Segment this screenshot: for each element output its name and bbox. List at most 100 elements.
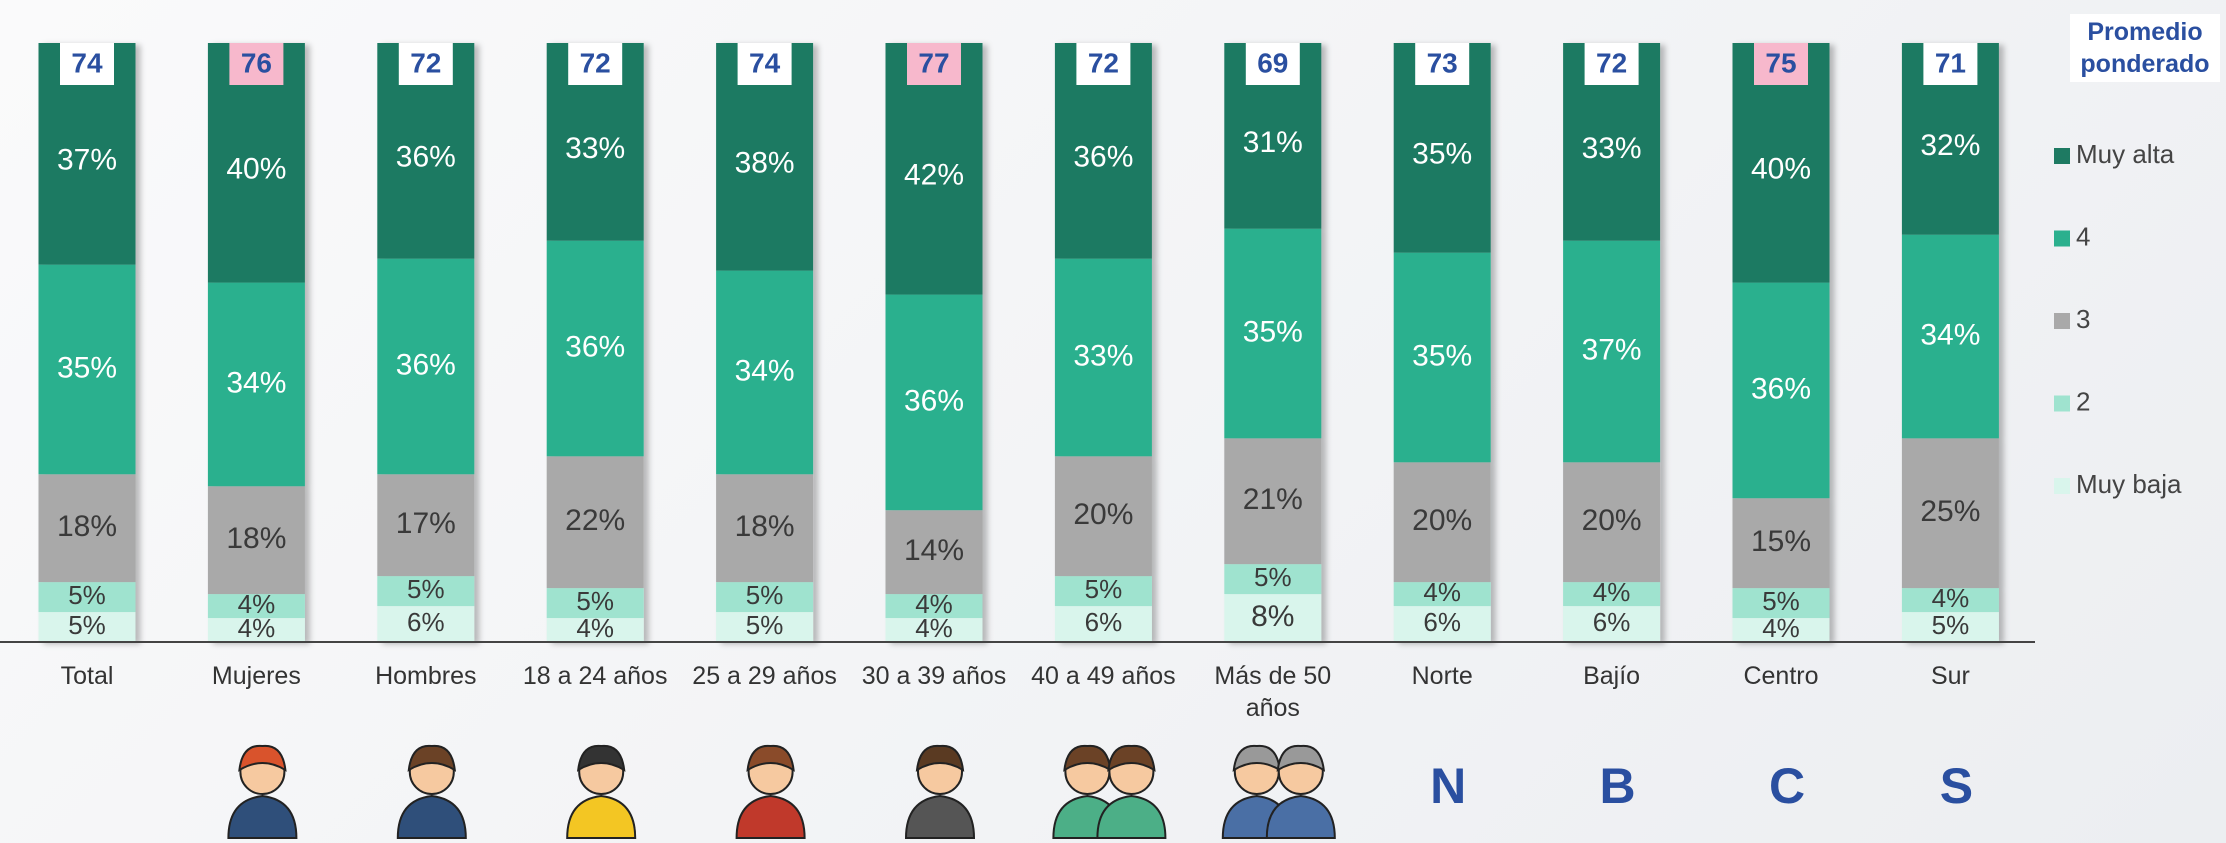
data-label: 18%	[735, 510, 795, 543]
average-value: 71	[1935, 47, 1966, 78]
data-label: 25%	[1920, 495, 1980, 528]
icon-body	[228, 796, 296, 838]
legend-label: Muy alta	[2076, 139, 2175, 169]
average-title: Promedio ponderado	[2070, 14, 2220, 82]
legend-label: Muy baja	[2076, 469, 2182, 499]
legend-swatch	[2054, 478, 2070, 494]
data-label: 8%	[1251, 600, 1294, 633]
person-icon	[906, 746, 974, 838]
average-value: 74	[71, 47, 103, 78]
region-letter: B	[1600, 758, 1636, 814]
legend-label: 4	[2076, 221, 2090, 251]
average-value: 72	[580, 47, 611, 78]
legend-swatch	[2054, 231, 2070, 247]
icon-body	[398, 796, 466, 838]
page: 5%5%18%35%37%744%4%18%34%40%766%5%17%36%…	[0, 0, 2226, 843]
chart: 5%5%18%35%37%744%4%18%34%40%766%5%17%36%…	[0, 0, 2226, 843]
legend-label: 3	[2076, 304, 2090, 334]
data-label: 34%	[1920, 318, 1980, 351]
x-tick-label: 40 a 49 años	[1019, 660, 1187, 692]
average-value: 75	[1765, 47, 1796, 78]
x-tick-label: Bajío	[1528, 660, 1696, 692]
data-label: 6%	[407, 607, 445, 637]
data-label: 5%	[1254, 562, 1292, 592]
x-tick-label: Más de 50 años	[1189, 660, 1357, 724]
data-label: 22%	[565, 504, 625, 537]
data-label: 36%	[1073, 141, 1133, 174]
average-value: 69	[1257, 47, 1288, 78]
data-label: 5%	[746, 580, 784, 610]
data-label: 4%	[1762, 613, 1800, 643]
region-letter: S	[1940, 758, 1973, 814]
average-value: 77	[918, 47, 949, 78]
data-label: 33%	[565, 132, 625, 165]
x-tick-label: Mujeres	[172, 660, 340, 692]
x-tick-label: 18 a 24 años	[511, 660, 679, 692]
data-label: 4%	[238, 589, 276, 619]
x-tick-label: Hombres	[342, 660, 510, 692]
average-value: 76	[241, 47, 272, 78]
average-value: 72	[1596, 47, 1627, 78]
data-label: 21%	[1243, 483, 1303, 516]
data-label: 35%	[57, 351, 117, 384]
data-label: 5%	[576, 586, 614, 616]
data-label: 31%	[1243, 126, 1303, 159]
data-label: 4%	[1423, 577, 1461, 607]
data-label: 36%	[904, 384, 964, 417]
data-label: 18%	[57, 510, 117, 543]
bar-stack	[39, 43, 136, 642]
data-label: 36%	[396, 141, 456, 174]
region-letter: N	[1430, 758, 1466, 814]
data-label: 5%	[1932, 610, 1970, 640]
data-label: 42%	[904, 159, 964, 192]
data-label: 20%	[1582, 504, 1642, 537]
data-label: 35%	[1412, 339, 1472, 372]
data-label: 35%	[1243, 315, 1303, 348]
x-tick-label: Norte	[1358, 660, 1526, 692]
legend-label: 2	[2076, 386, 2090, 416]
data-label: 35%	[1412, 138, 1472, 171]
data-label: 36%	[565, 330, 625, 363]
data-label: 4%	[1932, 583, 1970, 613]
average-value: 73	[1427, 47, 1458, 78]
data-label: 5%	[746, 610, 784, 640]
data-label: 20%	[1412, 504, 1472, 537]
data-label: 6%	[1423, 607, 1461, 637]
average-value: 74	[749, 47, 781, 78]
person-icon	[1053, 746, 1165, 838]
person-icon	[398, 746, 466, 838]
person-icon	[737, 746, 805, 838]
data-label: 4%	[576, 613, 614, 643]
icon-body	[906, 796, 974, 838]
data-label: 32%	[1920, 129, 1980, 162]
data-label: 4%	[915, 589, 953, 619]
data-label: 36%	[396, 348, 456, 381]
icon-body	[567, 796, 635, 838]
data-label: 5%	[68, 580, 106, 610]
data-label: 5%	[1762, 586, 1800, 616]
data-label: 37%	[57, 144, 117, 177]
data-label: 18%	[226, 522, 286, 555]
data-label: 36%	[1751, 372, 1811, 405]
data-label: 34%	[735, 354, 795, 387]
person-icon	[228, 746, 296, 838]
data-label: 33%	[1073, 339, 1133, 372]
person-icon	[1223, 746, 1335, 838]
data-label: 34%	[226, 366, 286, 399]
bar-stack	[716, 43, 813, 642]
legend-swatch	[2054, 396, 2070, 412]
data-label: 5%	[407, 574, 445, 604]
data-label: 14%	[904, 534, 964, 567]
legend-swatch	[2054, 148, 2070, 164]
x-tick-label: Sur	[1866, 660, 2034, 692]
data-label: 5%	[1085, 574, 1123, 604]
average-value: 72	[1088, 47, 1119, 78]
data-label: 40%	[226, 153, 286, 186]
data-label: 5%	[68, 610, 106, 640]
x-tick-label: Total	[3, 660, 171, 692]
x-tick-label: 25 a 29 años	[681, 660, 849, 692]
data-label: 33%	[1582, 132, 1642, 165]
data-label: 4%	[1593, 577, 1631, 607]
data-label: 15%	[1751, 525, 1811, 558]
data-label: 37%	[1582, 333, 1642, 366]
